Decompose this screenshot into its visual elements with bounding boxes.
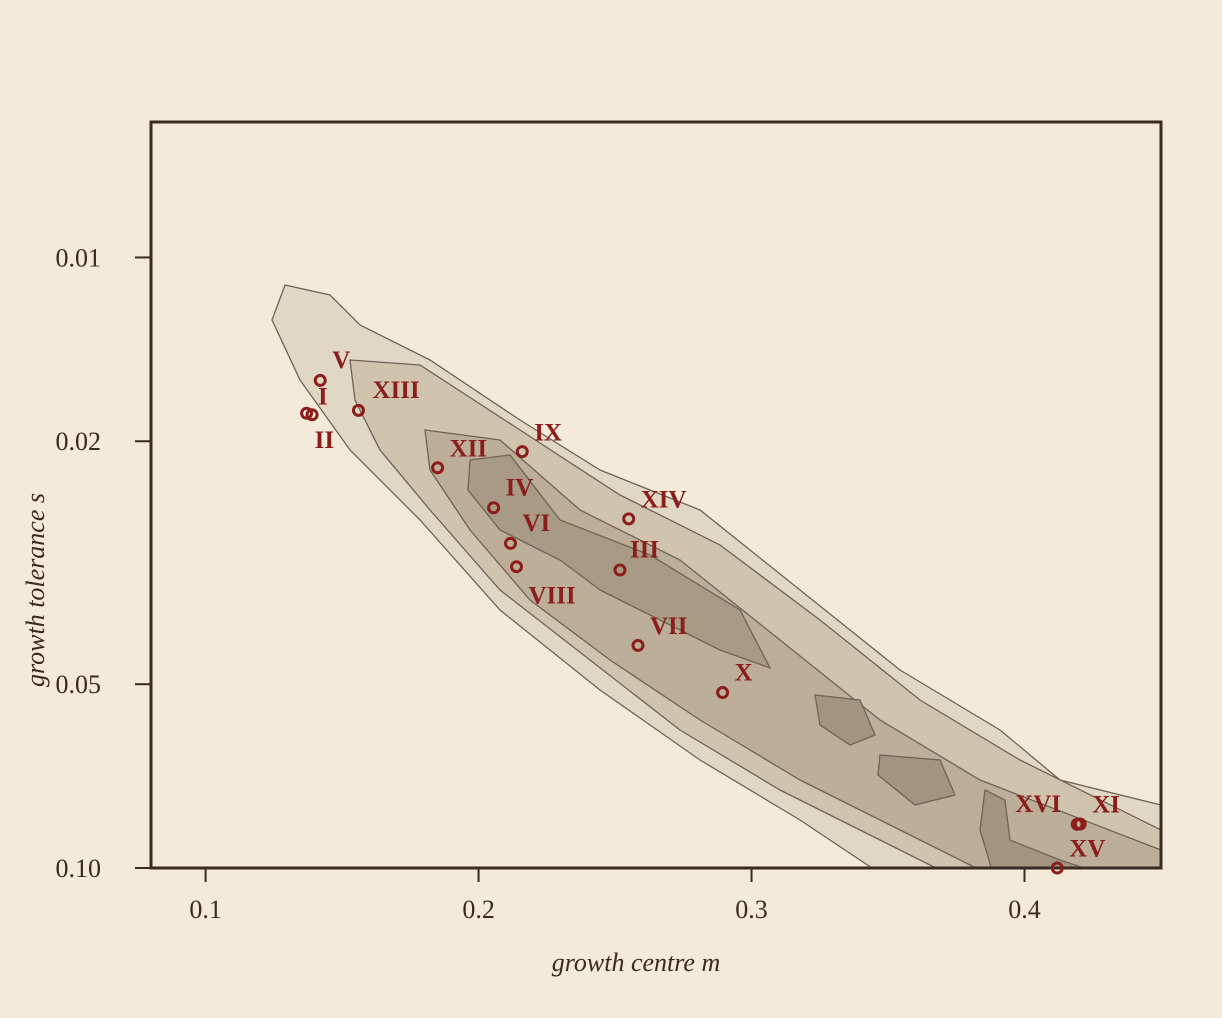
y-axis-title: growth tolerance s — [21, 493, 50, 687]
x-axis-title: growth centre m — [552, 948, 721, 977]
point — [716, 686, 730, 700]
point-label: XII — [450, 435, 488, 462]
plot-frame — [149, 120, 1163, 870]
y-tick-label: 0.05 — [56, 670, 102, 699]
point — [305, 408, 319, 422]
point-label: IX — [534, 419, 562, 446]
point-label: IV — [506, 474, 534, 501]
point-label: X — [735, 659, 753, 686]
y-tick-label: 0.02 — [56, 427, 102, 456]
point — [515, 445, 529, 459]
point-label: XIV — [641, 487, 687, 514]
x-tick-label: 0.4 — [1008, 895, 1041, 924]
point — [431, 461, 445, 475]
y-tick-label: 0.10 — [56, 854, 102, 883]
point — [300, 406, 314, 420]
point-label: I — [318, 384, 328, 411]
x-tick-label: 0.1 — [189, 895, 222, 924]
point-label: VI — [523, 510, 551, 537]
point-label: VII — [650, 613, 688, 640]
point — [313, 373, 327, 387]
point — [631, 638, 645, 652]
point — [351, 403, 365, 417]
point-label: XVI — [1015, 791, 1061, 818]
point — [1073, 817, 1087, 831]
point — [622, 512, 636, 526]
point — [613, 563, 627, 577]
point — [510, 560, 524, 574]
point — [1050, 861, 1064, 875]
point-label: V — [332, 347, 350, 374]
point-label: XV — [1069, 836, 1105, 863]
y-tick-label: 0.01 — [56, 243, 102, 272]
point-label: XI — [1092, 792, 1120, 819]
point-label: III — [630, 537, 659, 564]
point-label: VIII — [529, 582, 576, 609]
x-tick-label: 0.3 — [735, 895, 768, 924]
point-label: II — [315, 427, 334, 454]
point — [487, 501, 501, 515]
x-tick-label: 0.2 — [462, 895, 495, 924]
point-label: XIII — [372, 377, 419, 404]
point — [504, 536, 518, 550]
density-contours — [271, 284, 1161, 868]
